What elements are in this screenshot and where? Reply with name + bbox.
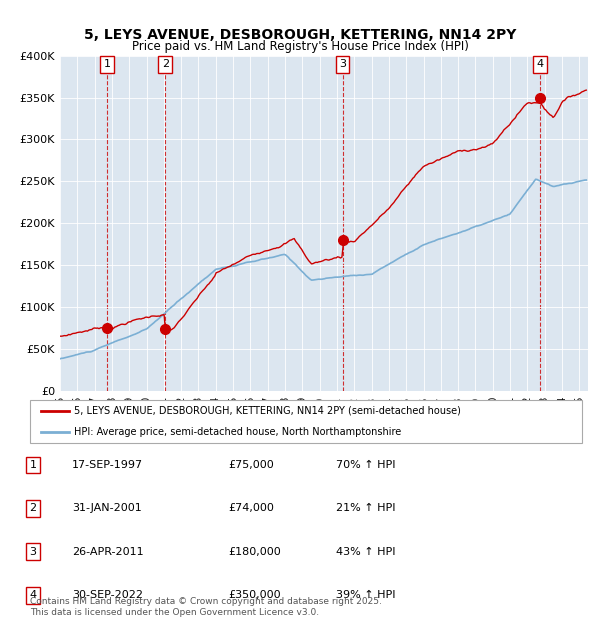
Text: 4: 4: [29, 590, 37, 600]
Text: 30-SEP-2022: 30-SEP-2022: [72, 590, 143, 600]
Text: 5, LEYS AVENUE, DESBOROUGH, KETTERING, NN14 2PY: 5, LEYS AVENUE, DESBOROUGH, KETTERING, N…: [84, 28, 516, 42]
Text: 1: 1: [104, 59, 110, 69]
Text: 3: 3: [339, 59, 346, 69]
Text: 26-APR-2011: 26-APR-2011: [72, 547, 143, 557]
FancyBboxPatch shape: [30, 400, 582, 443]
Text: £74,000: £74,000: [228, 503, 274, 513]
Text: 39% ↑ HPI: 39% ↑ HPI: [336, 590, 395, 600]
Text: 3: 3: [29, 547, 37, 557]
Text: 1: 1: [29, 460, 37, 470]
Text: £180,000: £180,000: [228, 547, 281, 557]
Text: 17-SEP-1997: 17-SEP-1997: [72, 460, 143, 470]
Text: 4: 4: [537, 59, 544, 69]
Text: HPI: Average price, semi-detached house, North Northamptonshire: HPI: Average price, semi-detached house,…: [74, 427, 401, 438]
Text: Contains HM Land Registry data © Crown copyright and database right 2025.
This d: Contains HM Land Registry data © Crown c…: [30, 598, 382, 617]
Text: 5, LEYS AVENUE, DESBOROUGH, KETTERING, NN14 2PY (semi-detached house): 5, LEYS AVENUE, DESBOROUGH, KETTERING, N…: [74, 405, 461, 416]
Text: 31-JAN-2001: 31-JAN-2001: [72, 503, 142, 513]
Text: 21% ↑ HPI: 21% ↑ HPI: [336, 503, 395, 513]
Text: 70% ↑ HPI: 70% ↑ HPI: [336, 460, 395, 470]
Text: £350,000: £350,000: [228, 590, 281, 600]
Text: 2: 2: [29, 503, 37, 513]
Text: £75,000: £75,000: [228, 460, 274, 470]
Text: 2: 2: [161, 59, 169, 69]
Text: Price paid vs. HM Land Registry's House Price Index (HPI): Price paid vs. HM Land Registry's House …: [131, 40, 469, 53]
Text: 43% ↑ HPI: 43% ↑ HPI: [336, 547, 395, 557]
